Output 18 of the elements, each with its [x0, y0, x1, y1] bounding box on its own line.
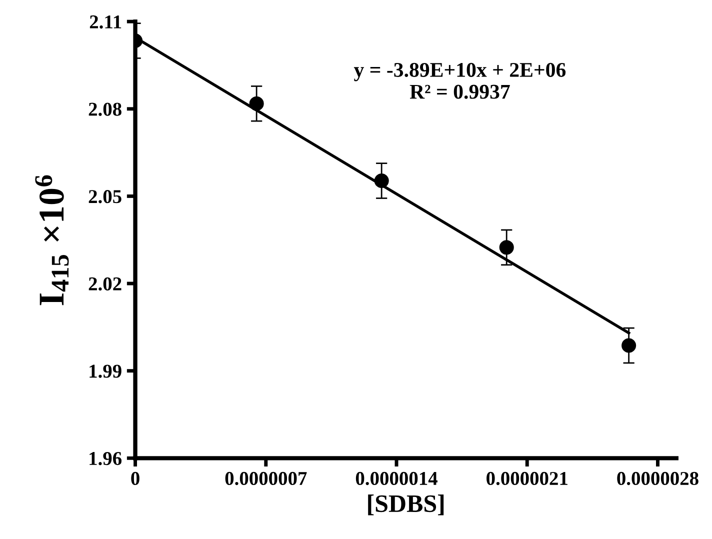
annotation: y = -3.89E+10x + 2E+06 R² = 0.9937 [354, 62, 566, 99]
y-tick-label: 2.05 [88, 190, 122, 204]
y-tick-label: 1.99 [90, 364, 122, 378]
x-tick-label: 0.0000021 [486, 472, 568, 486]
y-tick-label: 2.11 [90, 15, 122, 29]
x-tick-label: 0.0000014 [356, 472, 438, 486]
x-tick-label: 0.0000007 [225, 472, 307, 486]
x-tick-label: 0.0000028 [617, 472, 698, 486]
point [374, 173, 389, 188]
y-axis-title: I$_{415}$ ×10$^{6}$ [35, 175, 69, 306]
y-tick-label: 2.08 [88, 102, 122, 116]
x-axis-title: [SDBS] [368, 494, 444, 516]
y-tick-label: 1.96 [90, 452, 122, 466]
y-tick-label: 2.02 [88, 277, 122, 291]
point [499, 240, 514, 255]
point [249, 96, 264, 111]
point [622, 338, 636, 353]
x-tick-label: 0 [131, 472, 140, 486]
